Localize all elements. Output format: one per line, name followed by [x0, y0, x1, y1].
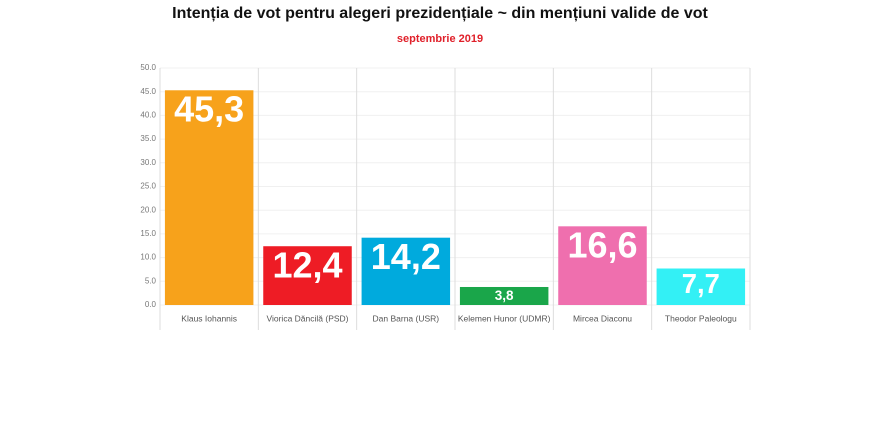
- y-tick-label: 5.0: [145, 276, 157, 285]
- bar: [361, 237, 451, 305]
- y-tick-label: 40.0: [140, 111, 156, 120]
- y-tick-label: 45.0: [140, 87, 156, 96]
- y-tick-label: 10.0: [140, 253, 156, 262]
- value-label: 45,3: [174, 89, 244, 130]
- value-label: 3,8: [495, 288, 514, 303]
- x-tick-label: Mircea Diaconu: [573, 313, 632, 323]
- y-tick-label: 15.0: [140, 229, 156, 238]
- y-tick-label: 30.0: [140, 158, 156, 167]
- chart-title: Intenția de vot pentru alegeri prezidenț…: [172, 5, 708, 22]
- bar: [558, 226, 647, 305]
- value-label: 7,7: [682, 268, 720, 299]
- value-label: 14,2: [371, 236, 441, 277]
- y-tick-label: 25.0: [140, 182, 156, 191]
- value-label: 12,4: [272, 245, 342, 286]
- y-tick-label: 50.0: [140, 63, 156, 72]
- x-tick-label: Klaus Iohannis: [181, 313, 237, 323]
- x-tick-label: Dan Barna (USR): [373, 313, 440, 323]
- x-tick-label: Kelemen Hunor (UDMR): [458, 313, 551, 323]
- bar: [164, 90, 254, 305]
- x-tick-label: Viorica Dăncilă (PSD): [266, 313, 348, 323]
- bar: [459, 286, 549, 305]
- x-tick-label: Theodor Paleologu: [665, 313, 737, 323]
- bar: [656, 268, 746, 305]
- chart-subtitle: septembrie 2019: [397, 33, 483, 45]
- y-tick-label: 20.0: [140, 205, 156, 214]
- bar: [263, 246, 352, 305]
- y-tick-label: 0.0: [145, 300, 157, 309]
- y-tick-label: 35.0: [140, 134, 156, 143]
- value-label: 16,6: [567, 225, 637, 266]
